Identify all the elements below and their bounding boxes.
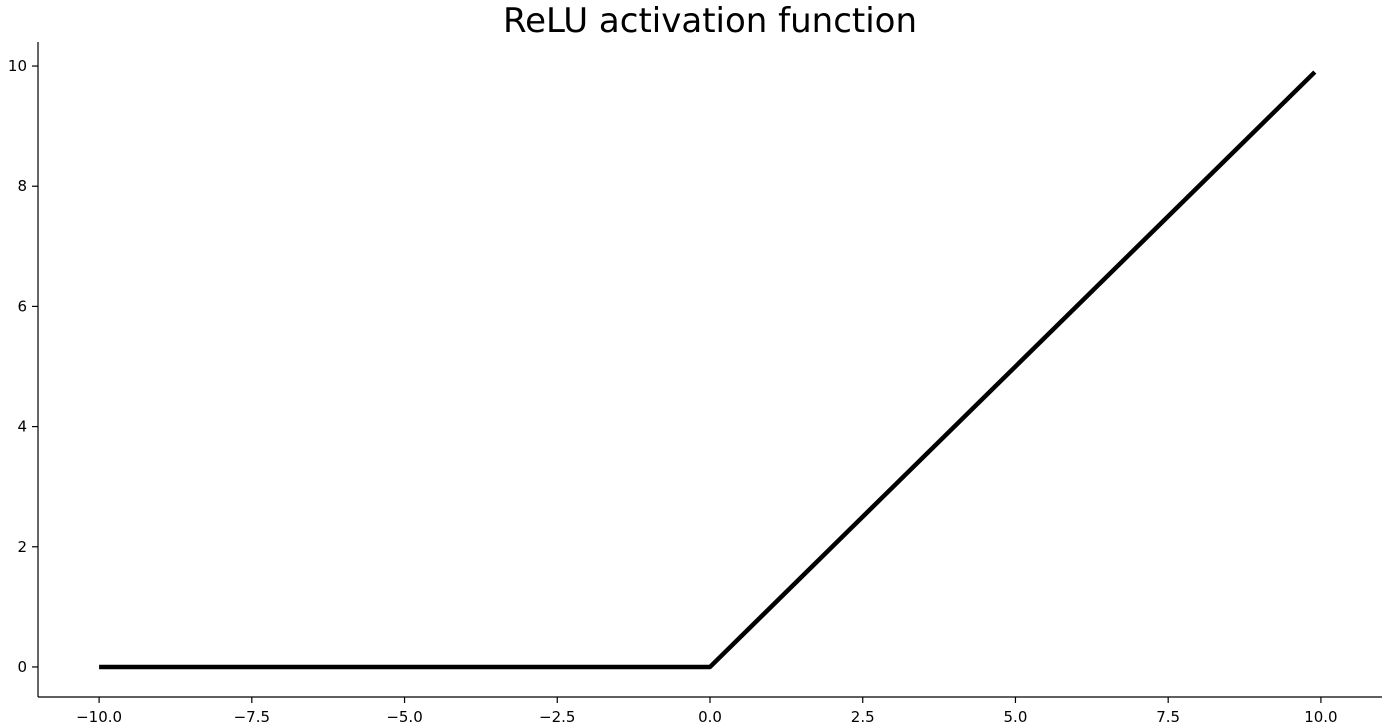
y-tick-label: 0	[17, 658, 27, 676]
chart-title: ReLU activation function	[503, 1, 917, 41]
relu-line	[99, 70, 1317, 670]
x-tick-label: 7.5	[1156, 708, 1180, 726]
ticks: −10.0 −7.5 −5.0 −2.5 0.0 2.5 5.0 7.5 10.0 0 2 4 6 8 10	[8, 57, 1338, 726]
y-tick-label: 4	[17, 418, 27, 436]
x-tick-label: −10.0	[76, 708, 122, 726]
y-tick-label: 10	[8, 57, 27, 75]
x-tick-label: −2.5	[539, 708, 575, 726]
series	[99, 70, 1317, 670]
y-tick-label: 2	[17, 538, 27, 556]
x-tick-label: 0.0	[698, 708, 722, 726]
x-tick-label: −5.0	[386, 708, 422, 726]
axes	[37, 42, 1382, 698]
x-tick-label: 2.5	[851, 708, 875, 726]
y-tick-label: 8	[17, 177, 27, 195]
x-tick-label: −7.5	[234, 708, 270, 726]
y-tick-label: 6	[17, 297, 27, 315]
x-tick-label: 5.0	[1004, 708, 1028, 726]
x-tick-label: 10.0	[1304, 708, 1337, 726]
